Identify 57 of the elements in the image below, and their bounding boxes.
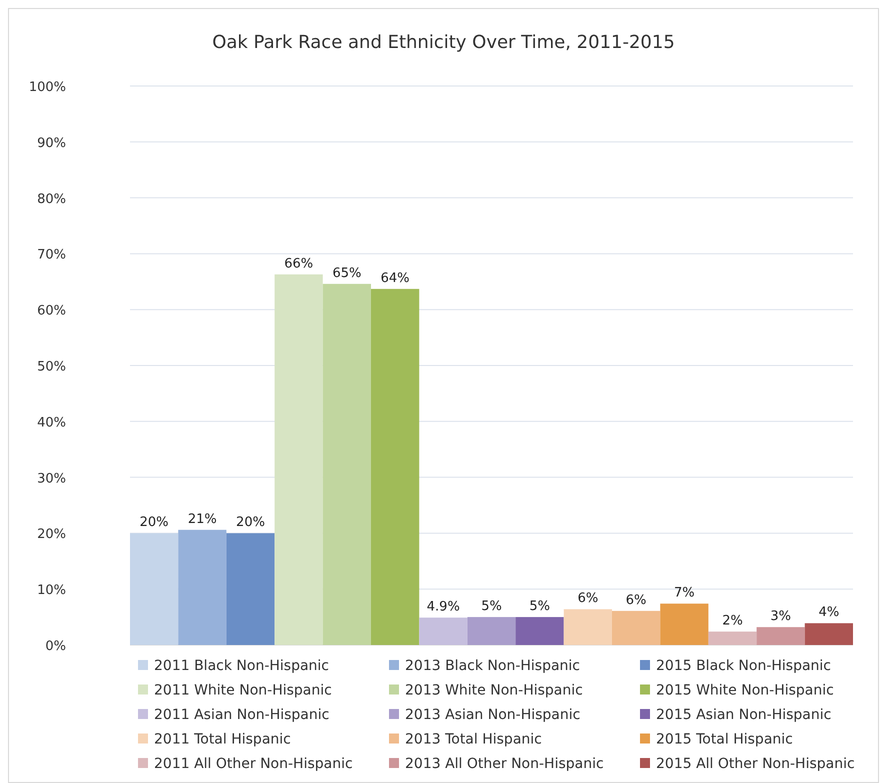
y-tick-label: 60% xyxy=(37,304,66,319)
bar xyxy=(804,623,853,645)
data-label: 6% xyxy=(578,591,598,606)
legend-label: 2011 Asian Non-Hispanic xyxy=(154,707,330,723)
bar xyxy=(516,617,564,645)
data-label: 3% xyxy=(770,609,792,624)
bar xyxy=(130,533,178,645)
y-tick-label: 10% xyxy=(37,583,66,598)
legend-label: 2013 Total Hispanic xyxy=(405,732,542,748)
y-tick-label: 90% xyxy=(37,136,66,151)
data-label: 20% xyxy=(236,515,265,530)
legend-label: 2013 Asian Non-Hispanic xyxy=(405,707,580,723)
bar xyxy=(371,288,420,645)
legend-label: 2015 All Other Non-Hispanic xyxy=(656,756,855,772)
data-label: 4% xyxy=(818,605,840,620)
data-label: 20% xyxy=(140,515,169,530)
legend-label: 2013 White Non-Hispanic xyxy=(405,682,583,698)
bar xyxy=(756,627,805,645)
bar xyxy=(226,533,275,645)
legend-label: 2013 All Other Non-Hispanic xyxy=(405,756,604,772)
legend-label: 2015 Black Non-Hispanic xyxy=(656,658,832,674)
y-tick-label: 40% xyxy=(37,415,66,430)
legend-label: 2015 White Non-Hispanic xyxy=(656,682,834,698)
y-tick-label: 30% xyxy=(37,471,66,486)
data-label: 64% xyxy=(380,270,410,286)
legend-label: 2011 Black Non-Hispanic xyxy=(154,658,330,674)
y-tick-label: 50% xyxy=(37,360,66,374)
data-label: 7% xyxy=(674,586,695,601)
y-tick-label: 80% xyxy=(37,192,66,207)
legend-label: 2015 Total Hispanic xyxy=(656,732,793,748)
bar xyxy=(467,617,516,645)
bar xyxy=(419,618,468,645)
data-label: 2% xyxy=(722,614,743,629)
data-label: 65% xyxy=(332,266,362,281)
data-label: 66% xyxy=(284,256,314,272)
data-label: 4.9% xyxy=(426,600,460,615)
legend-label: 2015 Asian Non-Hispanic xyxy=(656,707,832,723)
data-label: 21% xyxy=(188,512,217,527)
data-label: 5% xyxy=(481,599,502,614)
bar xyxy=(564,609,612,645)
data-label: 6% xyxy=(626,592,646,608)
legend-label: 2011 Total Hispanic xyxy=(154,732,291,748)
bar xyxy=(612,610,660,645)
y-tick-label: 100% xyxy=(28,80,66,95)
legend-label: 2011 All Other Non-Hispanic xyxy=(154,756,353,772)
bar xyxy=(178,530,226,645)
y-tick-label: 70% xyxy=(37,248,66,263)
bar xyxy=(660,604,708,645)
bar xyxy=(708,632,757,645)
y-tick-label: 0% xyxy=(45,639,66,654)
data-label: 5% xyxy=(529,599,550,614)
bar xyxy=(322,284,371,645)
legend-label: 2011 White Non-Hispanic xyxy=(154,682,332,698)
bar xyxy=(274,274,323,645)
y-tick-label: 20% xyxy=(37,527,66,542)
legend-label: 2013 Black Non-Hispanic xyxy=(405,658,580,674)
chart-title: Oak Park Race and Ethnicity Over Time, 2011-2015 xyxy=(212,32,675,53)
